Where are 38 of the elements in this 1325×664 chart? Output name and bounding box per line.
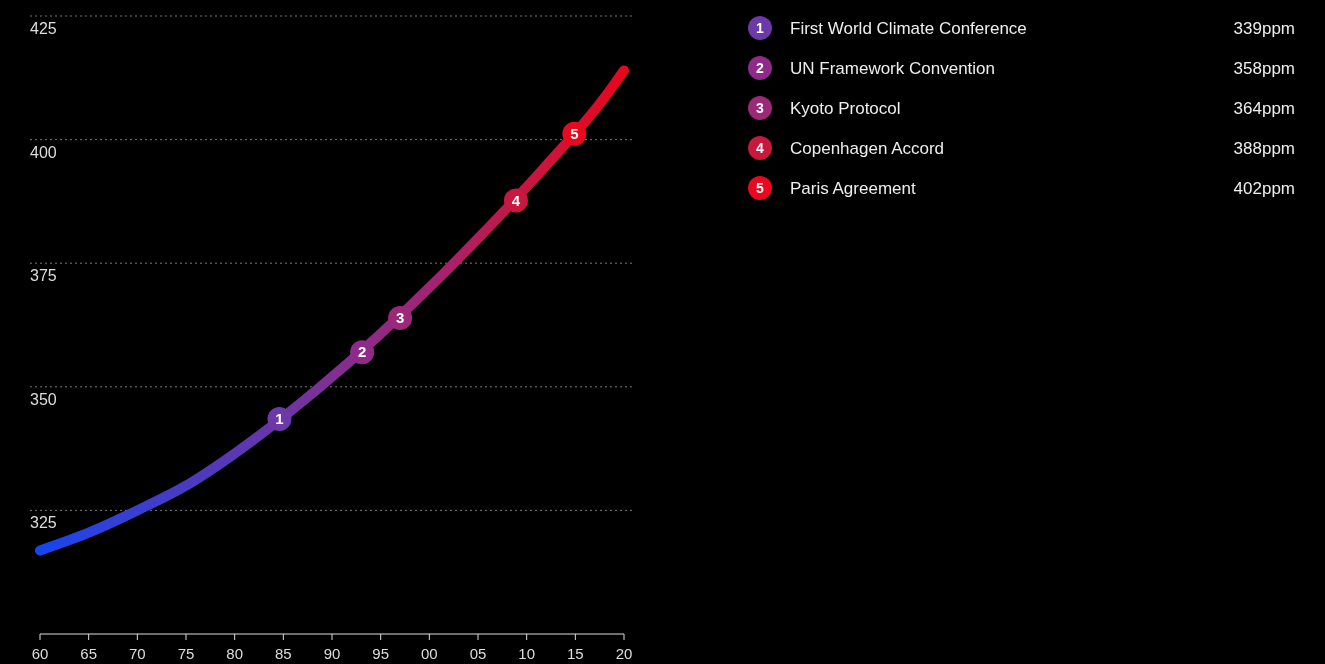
text: 339ppm [1233, 18, 1295, 38]
text: 402ppm [1233, 178, 1295, 198]
text: Copenhagen Accord [790, 138, 945, 158]
y-tick-label: 375 [30, 267, 57, 285]
annotation: 4 [511, 191, 521, 209]
y-tick-label: 350 [30, 390, 57, 408]
y-tick-label: 325 [30, 514, 57, 532]
x-tick-label: 60 [31, 645, 49, 662]
text: 364ppm [1233, 98, 1295, 118]
annotation: 1 [275, 410, 284, 428]
text: UN Framework Convention [790, 58, 996, 78]
annotation: 3 [395, 309, 405, 327]
text: 388ppm [1233, 138, 1295, 158]
x-tick-label: 90 [323, 645, 341, 662]
text: 358ppm [1233, 58, 1295, 78]
text: Paris Agreement [790, 178, 916, 198]
y-tick-label: 400 [30, 143, 57, 161]
annotation: 2 [358, 343, 367, 361]
x-tick-label: 65 [80, 645, 98, 662]
x-tick-label: 75 [177, 645, 195, 662]
text: 1 [756, 19, 765, 36]
x-tick-label: 10 [518, 645, 536, 662]
x-tick-label: 70 [128, 645, 146, 662]
x-tick-label: 00 [420, 645, 438, 662]
text: 5 [756, 179, 765, 196]
x-tick-label: 95 [372, 645, 390, 662]
text: 3 [756, 99, 765, 116]
x-tick-label: 05 [469, 645, 487, 662]
text: 4 [756, 139, 765, 156]
text: Kyoto Protocol [790, 98, 901, 118]
text: 2 [756, 59, 765, 76]
x-tick-label: 85 [274, 645, 292, 662]
x-tick-label: 15 [566, 645, 584, 662]
y-tick-label: 425 [30, 20, 57, 37]
x-tick-label: 80 [226, 645, 244, 662]
text: First World Climate Conference [790, 18, 1027, 38]
annotation: 5 [570, 124, 579, 142]
x-tick-label: 20 [615, 645, 633, 662]
